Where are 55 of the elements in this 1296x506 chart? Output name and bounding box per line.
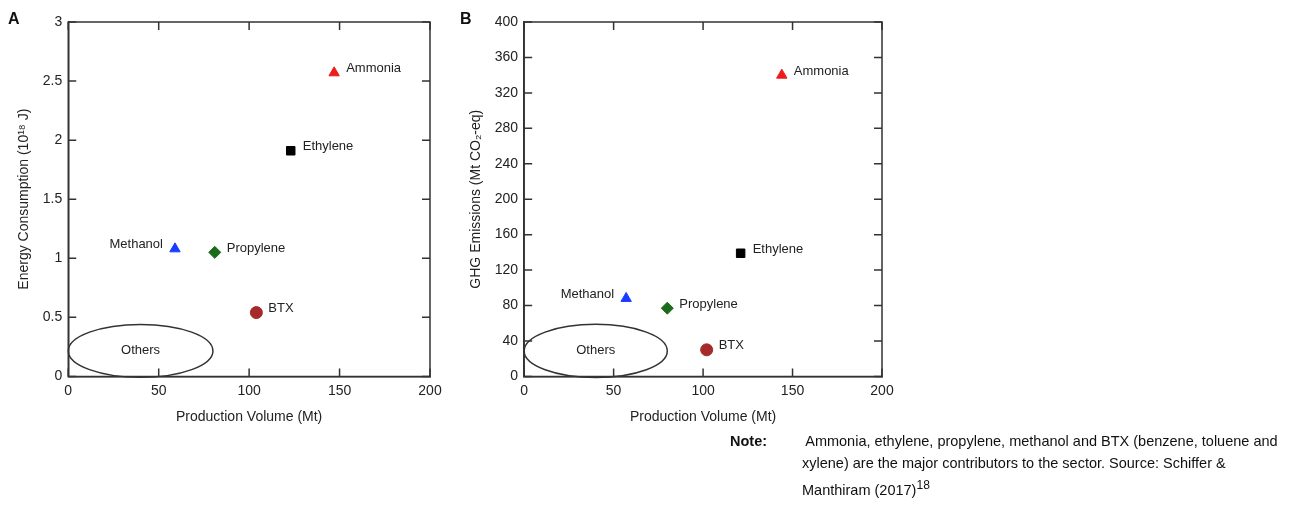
annotation: Others: [121, 342, 161, 358]
point: [735, 248, 746, 258]
point: [620, 291, 632, 302]
x-tick-label: 100: [237, 381, 262, 398]
x-axis-title: Production Volume (Mt): [175, 408, 323, 425]
y-tick-label: 1.5: [42, 190, 63, 207]
y-tick-label: 240: [494, 154, 519, 171]
point: [208, 245, 222, 259]
y-tick-label: 0.5: [42, 308, 63, 325]
annotation: Others: [576, 342, 616, 358]
point: [328, 66, 340, 77]
chart-title: A: [8, 10, 20, 28]
y-tick-label: 320: [494, 83, 519, 100]
series-label: Propylene: [226, 239, 286, 255]
y-tick-label: 360: [494, 48, 519, 65]
x-tick-label: 50: [605, 381, 622, 398]
x-axis-title: Production Volume (Mt): [629, 408, 777, 425]
y-tick-label: 400: [494, 12, 519, 29]
series-label: Ammonia: [793, 62, 850, 78]
x-tick-label: 100: [691, 381, 715, 398]
series-label: Propylene: [679, 295, 738, 311]
x-tick-label: 150: [780, 381, 805, 398]
series-label: Methanol: [109, 236, 164, 252]
y-tick-label: 0: [510, 367, 519, 384]
y-tick-label: 3: [54, 12, 63, 29]
series-label: BTX: [268, 300, 294, 316]
point: [249, 306, 263, 320]
series-label: Methanol: [560, 286, 615, 302]
series-label: Ammonia: [346, 60, 402, 76]
text: Note: Ammonia, ethylene, propylene, methanol and BTX (benzene, toluene and xylene) are the major contributors to the sector. Source: Schiffer & Manthiram (2017)$^{18}$: [730, 433, 1278, 498]
point: [169, 242, 181, 253]
series-label: Ethylene: [302, 138, 354, 154]
x-tick-label: 200: [418, 381, 442, 398]
x-tick-label: 200: [870, 381, 894, 398]
y-tick-label: 120: [494, 260, 519, 277]
series-label: Ethylene: [752, 240, 804, 256]
y-tick-label: 160: [494, 225, 519, 242]
y-tick-label: 280: [494, 119, 519, 136]
y-tick-label: 1: [54, 249, 63, 266]
y-tick-label: 2.5: [42, 71, 63, 88]
y-axis-title: Energy Consumption (10¹⁸ J): [15, 108, 32, 290]
point: [660, 301, 674, 315]
point: [285, 146, 296, 156]
y-tick-label: 2: [54, 130, 63, 147]
point: [700, 343, 714, 357]
point: [776, 68, 788, 79]
y-axis-title: GHG Emissions (Mt CO₂-eq): [467, 109, 484, 289]
chart-title: B: [460, 10, 472, 28]
y-tick-label: 0: [54, 367, 63, 384]
series-label: BTX: [718, 337, 745, 353]
x-tick-label: 150: [327, 381, 352, 398]
y-tick-label: 200: [494, 190, 519, 207]
x-tick-label: 50: [150, 381, 167, 398]
y-tick-label: 80: [502, 296, 519, 313]
y-tick-label: 40: [502, 331, 519, 348]
